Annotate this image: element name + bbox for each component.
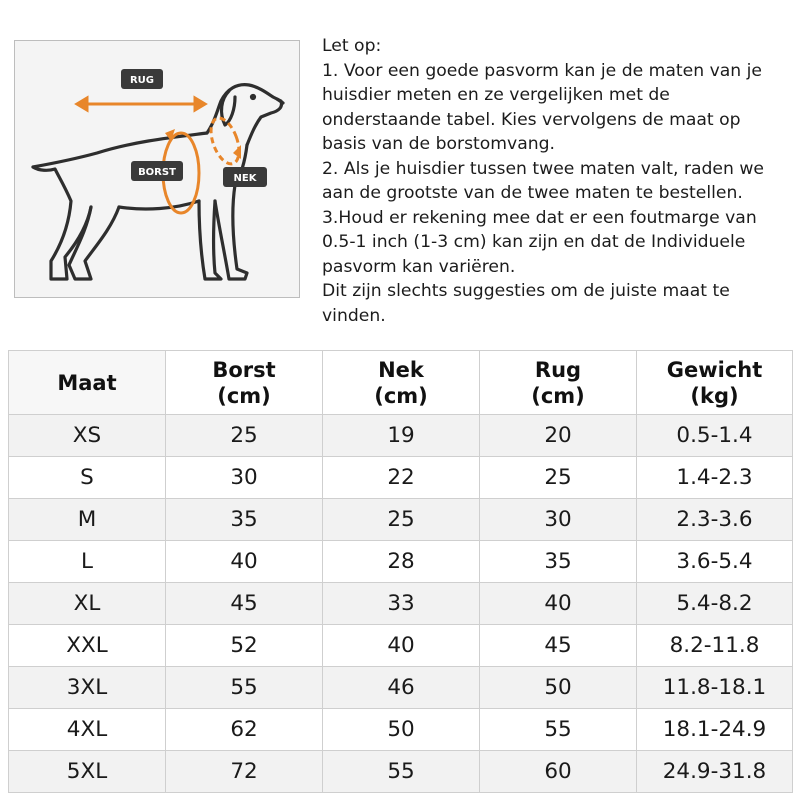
cell-chest: 45 (165, 582, 323, 625)
notes-line: 1. Voor een goede pasvorm kan je de mate… (322, 60, 763, 81)
cell-chest: 52 (165, 624, 323, 667)
cell-size: 4XL (8, 708, 166, 751)
table-row: S 30 22 25 1.4-2.3 (8, 456, 793, 499)
cell-size: XS (8, 414, 166, 457)
cell-weight: 2.3-3.6 (636, 498, 793, 541)
cell-neck: 50 (322, 708, 480, 751)
cell-size: S (8, 456, 166, 499)
label-chest: BORST (131, 161, 183, 181)
cell-size: L (8, 540, 166, 583)
header-chest-unit: (cm) (217, 383, 271, 408)
notes-line: aan de grootste van de twee maten te bes… (322, 183, 743, 203)
table-row: XXL 52 40 45 8.2-11.8 (8, 624, 793, 667)
notes-line: 2. Als je huisdier tussen twee maten val… (322, 158, 764, 179)
cell-back: 60 (479, 750, 637, 793)
cell-weight: 5.4-8.2 (636, 582, 793, 625)
label-chest-text: BORST (138, 167, 176, 178)
header-chest-label: Borst (212, 357, 276, 382)
label-back-text: RUG (130, 75, 154, 86)
cell-back: 50 (479, 666, 637, 709)
cell-back: 40 (479, 582, 637, 625)
dog-illustration: RUG BORST NEK (31, 69, 285, 281)
header-weight-label: Gewicht (666, 357, 763, 382)
cell-size: 3XL (8, 666, 166, 709)
cell-back: 30 (479, 498, 637, 541)
notes-line: huisdier meten en ze vergelijken met de (322, 85, 670, 105)
cell-weight: 11.8-18.1 (636, 666, 793, 709)
header-size-label: Maat (57, 370, 117, 395)
notes-line: 3.Houd er rekening mee dat er een foutma… (322, 207, 757, 228)
table-row: 4XL 62 50 55 18.1-24.9 (8, 708, 793, 751)
cell-neck: 46 (322, 666, 480, 709)
table-row: 3XL 55 46 50 11.8-18.1 (8, 666, 793, 709)
cell-size: XL (8, 582, 166, 625)
header-size: Maat (8, 350, 166, 415)
cell-chest: 35 (165, 498, 323, 541)
table-row: 5XL 72 55 60 24.9-31.8 (8, 750, 793, 793)
dog-measurement-diagram: RUG BORST NEK (14, 40, 300, 298)
size-chart-table: Maat Borst (cm) Nek (cm) Rug (cm) Gewich… (8, 350, 793, 793)
cell-chest: 72 (165, 750, 323, 793)
cell-neck: 40 (322, 624, 480, 667)
cell-neck: 19 (322, 414, 480, 457)
header-back-label: Rug (534, 357, 582, 382)
label-back: RUG (121, 69, 163, 89)
cell-back: 20 (479, 414, 637, 457)
cell-neck: 55 (322, 750, 480, 793)
cell-back: 25 (479, 456, 637, 499)
neck-measurement-loop (209, 116, 241, 166)
header-back-unit: (cm) (531, 383, 585, 408)
table-row: XS 25 19 20 0.5-1.4 (8, 414, 793, 457)
label-neck-text: NEK (234, 173, 258, 184)
cell-weight: 3.6-5.4 (636, 540, 793, 583)
cell-back: 55 (479, 708, 637, 751)
cell-weight: 18.1-24.9 (636, 708, 793, 751)
notes-line: Dit zijn slechts suggesties om de juiste… (322, 281, 730, 301)
table-row: XL 45 33 40 5.4-8.2 (8, 582, 793, 625)
cell-neck: 28 (322, 540, 480, 583)
cell-size: M (8, 498, 166, 541)
notes-line: vinden. (322, 305, 386, 326)
cell-size: 5XL (8, 750, 166, 793)
cell-neck: 22 (322, 456, 480, 499)
table-row: M 35 25 30 2.3-3.6 (8, 498, 793, 541)
table-row: L 40 28 35 3.6-5.4 (8, 540, 793, 583)
header-neck-unit: (cm) (374, 383, 428, 408)
notes-line: onderstaande tabel. Kies vervolgens de m… (322, 109, 741, 130)
table-header-row: Maat Borst (cm) Nek (cm) Rug (cm) Gewich… (8, 350, 793, 415)
cell-back: 45 (479, 624, 637, 667)
header-neck-label: Nek (378, 357, 424, 382)
cell-weight: 0.5-1.4 (636, 414, 793, 457)
cell-size: XXL (8, 624, 166, 667)
cell-weight: 8.2-11.8 (636, 624, 793, 667)
cell-chest: 30 (165, 456, 323, 499)
cell-weight: 1.4-2.3 (636, 456, 793, 499)
header-neck: Nek (cm) (322, 350, 480, 415)
header-weight: Gewicht (kg) (636, 350, 793, 415)
cell-chest: 62 (165, 708, 323, 751)
back-measurement-arrow (74, 95, 208, 113)
cell-chest: 25 (165, 414, 323, 457)
notes-line: basis van de borstomvang. (322, 134, 556, 154)
header-weight-unit: (kg) (690, 383, 739, 408)
header-back: Rug (cm) (479, 350, 637, 415)
cell-back: 35 (479, 540, 637, 583)
cell-neck: 33 (322, 582, 480, 625)
measurement-notes: Let op: 1. Voor een goede pasvorm kan je… (322, 34, 792, 328)
cell-chest: 55 (165, 666, 323, 709)
label-neck: NEK (223, 167, 267, 187)
cell-neck: 25 (322, 498, 480, 541)
cell-weight: 24.9-31.8 (636, 750, 793, 793)
notes-line: 0.5-1 inch (1-3 cm) kan zijn en dat de I… (322, 232, 746, 252)
cell-chest: 40 (165, 540, 323, 583)
header-chest: Borst (cm) (165, 350, 323, 415)
notes-line: pasvorm kan variëren. (322, 256, 516, 277)
notes-line: Let op: (322, 36, 382, 56)
